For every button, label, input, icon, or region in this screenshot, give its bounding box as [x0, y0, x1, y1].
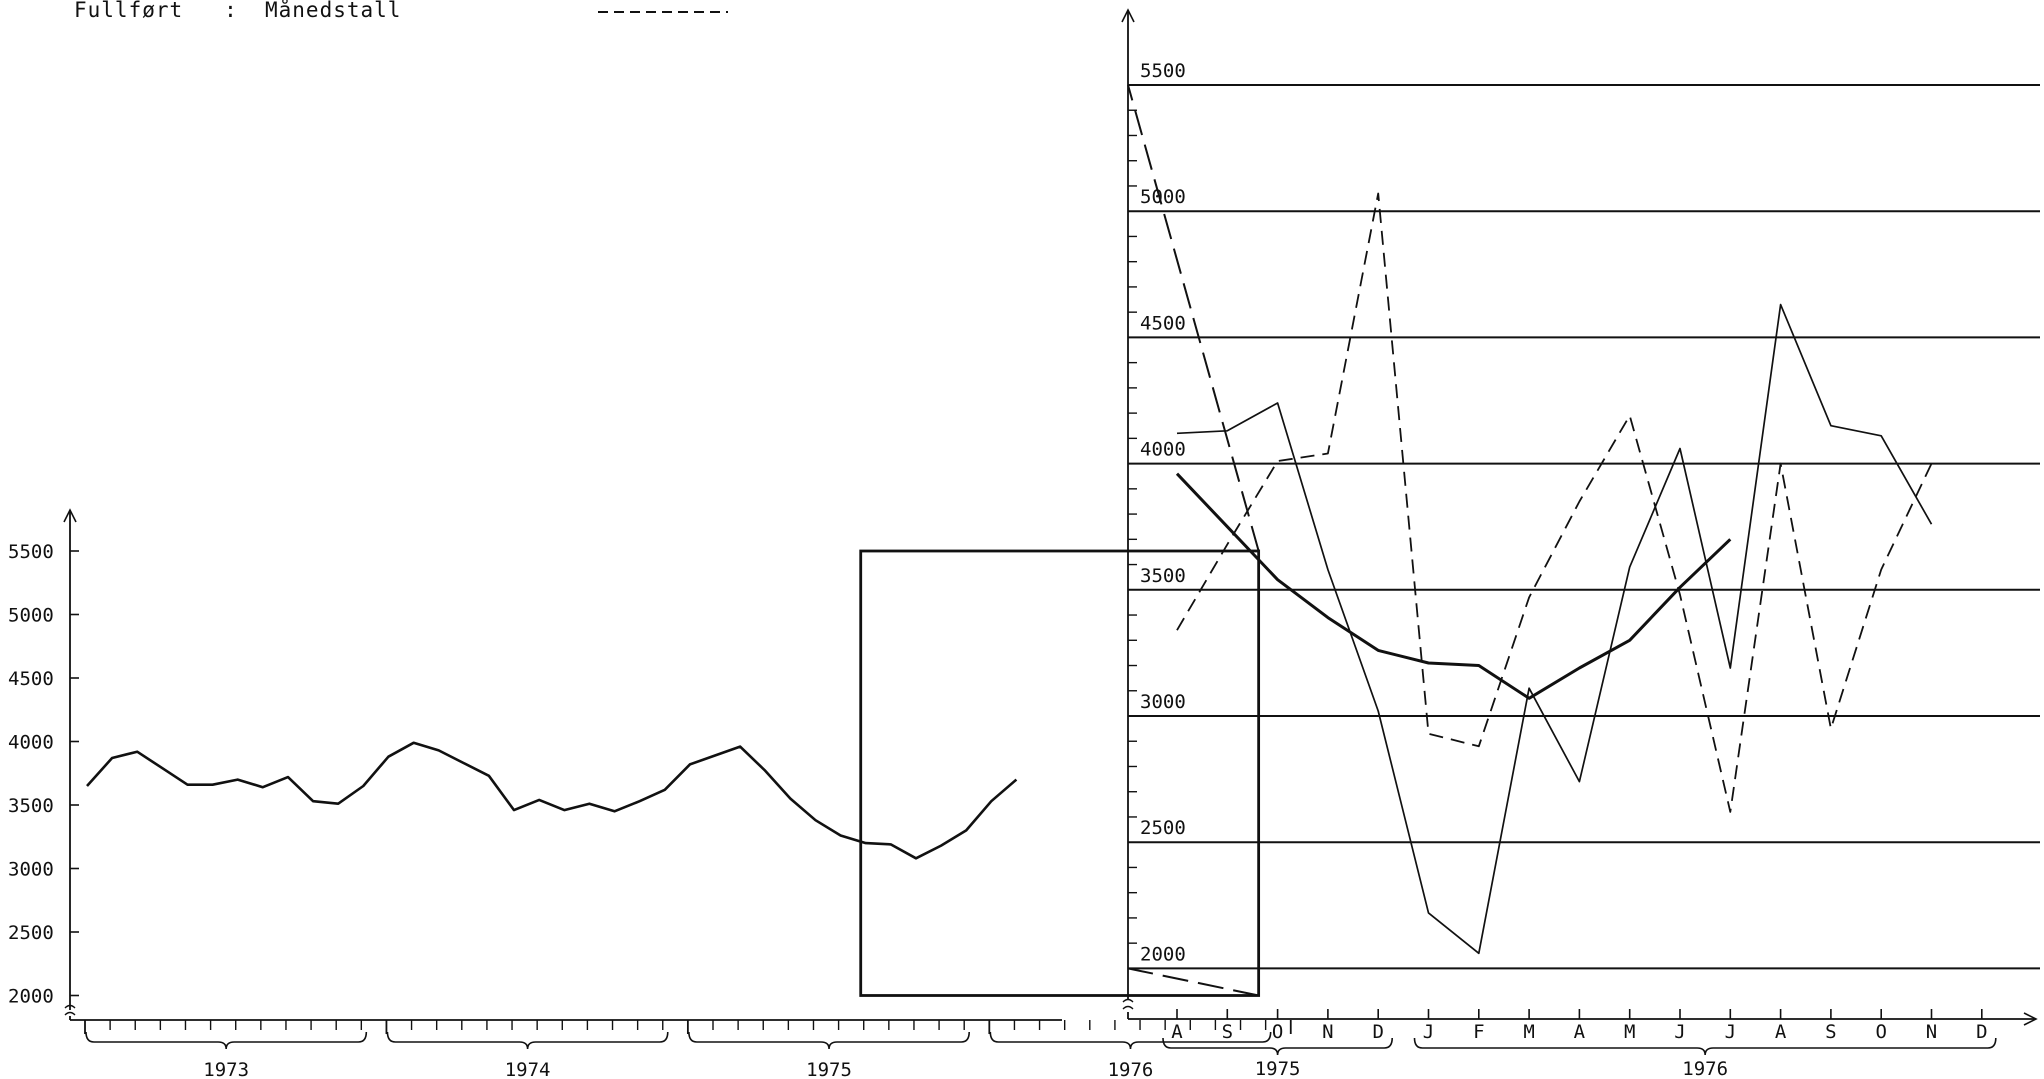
overview-year-brace	[688, 1031, 970, 1050]
detail-month-label: O	[1875, 1021, 1886, 1043]
detail-y-tick-label: 3000	[1140, 691, 1186, 713]
overview-series-line	[86, 741, 1018, 860]
detail-month-label: D	[1976, 1021, 1987, 1043]
overview-y-tick-label: 5000	[8, 605, 54, 627]
overview-y-tick-label: 3500	[8, 795, 54, 817]
overview-year-label: 1974	[505, 1059, 551, 1079]
detail-x-axis-arrow	[2023, 1012, 2038, 1026]
overview-tick-labels: 2000 2500 3000 3500 4000 4500 5000 5500	[8, 541, 54, 1008]
detail-y-tick-label: 5500	[1140, 60, 1186, 82]
legend: Fullført : Månedstall	[74, 0, 728, 22]
detail-year-brace	[1413, 1037, 1997, 1056]
overview-y-tick-label: 2000	[8, 986, 54, 1008]
overview-year-labels: 1973 1974 1975 1976	[85, 1031, 1272, 1079]
overview-year-label: 1973	[203, 1059, 249, 1079]
detail-gridlines	[1128, 84, 2040, 970]
detail-month-label: S	[1222, 1021, 1233, 1043]
detail-month-label: A	[1171, 1021, 1183, 1043]
detail-month-label: J	[1674, 1021, 1685, 1043]
zoom-box-rect	[859, 549, 1261, 997]
overview-y-tick-label: 3000	[8, 859, 54, 881]
detail-month-label: F	[1473, 1021, 1484, 1043]
detail-y-axis-arrow	[1121, 8, 1135, 23]
detail-series-line-dashed	[1176, 192, 1933, 813]
overview-axes	[63, 508, 1292, 1034]
overview-year-label: 1976	[1108, 1059, 1154, 1079]
overview-year-label: 1975	[806, 1059, 852, 1079]
detail-month-label: M	[1523, 1021, 1534, 1043]
detail-month-label: D	[1372, 1021, 1383, 1043]
overview-y-tick-label: 4500	[8, 668, 54, 690]
overview-series	[86, 741, 1018, 860]
detail-month-label: M	[1624, 1021, 1635, 1043]
detail-y-tick-label: 2000	[1140, 943, 1186, 965]
overview-y-tick-label: 4000	[8, 732, 54, 754]
detail-year-label: 1975	[1255, 1058, 1301, 1079]
overview-y-axis-arrow	[63, 508, 77, 523]
overview-axis-break	[64, 1004, 76, 1016]
detail-y-tick-label: 2500	[1140, 817, 1186, 839]
overview-year-brace	[989, 1031, 1272, 1050]
detail-axis-break	[1122, 998, 1134, 1010]
detail-series	[1175, 192, 1933, 955]
detail-axes	[1121, 8, 2038, 1026]
detail-month-label: J	[1423, 1021, 1434, 1043]
overview-y-tick-label: 2500	[8, 922, 54, 944]
detail-month-label: N	[1322, 1021, 1333, 1043]
detail-year-labels: 1975 1976	[1162, 1037, 1997, 1079]
detail-y-tick-label: 5000	[1140, 186, 1186, 208]
overview-year-brace	[386, 1031, 669, 1050]
detail-y-tick-label: 3500	[1140, 565, 1186, 587]
zoom-connector-top	[1127, 84, 1260, 552]
detail-month-label: J	[1725, 1021, 1736, 1043]
detail-series-line-thick-solid	[1175, 472, 1732, 700]
legend-text: Fullført : Månedstall	[74, 0, 401, 22]
overview-y-tick-label: 5500	[8, 541, 54, 563]
detail-y-tick-label: 4500	[1140, 312, 1186, 334]
zoom-box	[859, 84, 1261, 997]
detail-chart: 2000 2500 3000 3500 4000 4500 5000 5500 A S O N D J F…	[1121, 8, 2040, 1079]
detail-month-label: O	[1272, 1021, 1283, 1043]
zoom-connector-bottom	[1127, 967, 1259, 997]
detail-y-tick-label: 4000	[1140, 439, 1186, 461]
detail-month-label: A	[1574, 1021, 1586, 1043]
detail-tick-labels: 2000 2500 3000 3500 4000 4500 5000 5500	[1140, 60, 1186, 965]
overview-year-brace	[85, 1031, 368, 1050]
detail-year-brace	[1162, 1037, 1393, 1056]
detail-month-label: N	[1926, 1021, 1937, 1043]
detail-year-label: 1976	[1682, 1058, 1728, 1079]
detail-series-line-thin-solid	[1176, 303, 1933, 955]
detail-month-label: A	[1775, 1021, 1787, 1043]
detail-month-label: S	[1825, 1021, 1836, 1043]
